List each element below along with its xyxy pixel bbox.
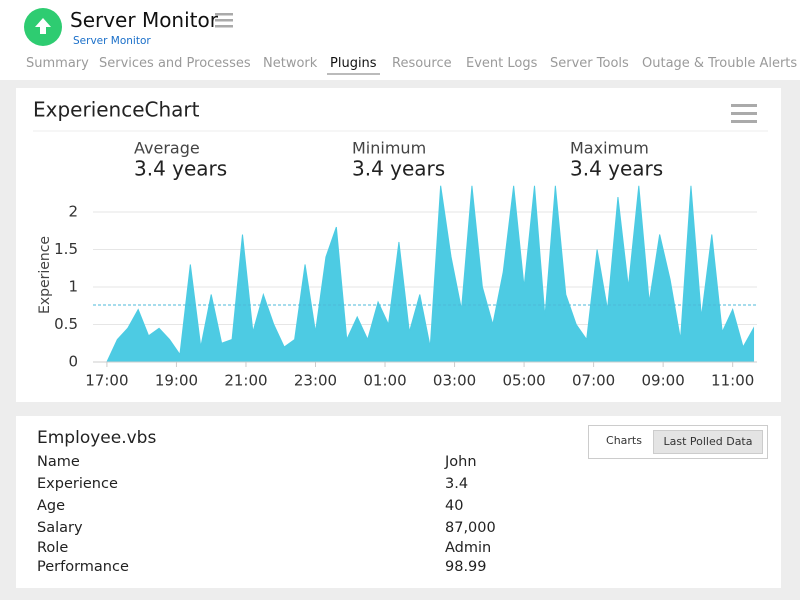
cell-label: Age [37,498,66,514]
cell-value: John [445,454,477,470]
x-tick-label: 17:00 [85,372,128,390]
nav-tab[interactable]: Event Logs [466,56,538,71]
header: Server Monitor Server Monitor Summary Ser… [0,0,800,80]
breadcrumb[interactable]: Server Monitor [73,35,151,47]
view-switch: Charts Last Polled Data [588,425,768,459]
area [106,185,755,363]
y-tick-label: 1 [68,278,78,296]
nav-tab[interactable]: Summary [26,56,89,71]
cell-value: 40 [445,498,464,514]
view-button[interactable]: Charts [606,434,642,447]
y-tick-label: 1.5 [54,240,78,258]
y-tick-label: 0.5 [54,315,78,333]
stat-label: Maximum [570,139,649,158]
chart-menu[interactable] [731,104,757,123]
cell-value: Admin [445,540,492,556]
table-title: Employee.vbs [37,428,157,448]
view-button[interactable]: Last Polled Data [653,430,763,454]
y-tick-label: 0 [68,353,78,371]
x-tick-label: 23:00 [294,372,337,390]
nav-tab[interactable]: Services and Processes [99,56,251,71]
table-panel: Employee.vbs Charts Last Polled Data [16,416,781,588]
x-tick-label: 07:00 [572,372,615,390]
stat-value: 3.4 years [134,157,227,181]
app-title: Server Monitor [70,8,218,32]
x-tick-label: 03:00 [433,372,476,390]
stat-label: Average [134,139,200,158]
nav-tab[interactable]: Network [263,56,318,71]
status-arrow [35,18,51,34]
cell-label: Name [37,454,80,470]
x-tick-label: 21:00 [224,372,267,390]
cell-label: Role [37,540,69,556]
x-tick-label: 05:00 [502,372,545,390]
x-tick-label: 01:00 [363,372,406,390]
x-tick-label: 11:00 [711,372,754,390]
cell-label: Experience [37,476,118,492]
nav-tab[interactable]: Resource [392,56,452,71]
cell-value: 87,000 [445,520,496,536]
x-tick-label: 09:00 [642,372,685,390]
nav-tab[interactable]: Plugins [327,56,380,75]
nav-tab[interactable]: Server Tools [550,56,629,71]
cell-label: Performance [37,559,129,575]
menu-icon[interactable] [215,13,233,28]
x-tick-label: 19:00 [155,372,198,390]
y-tick-label: 2 [68,203,78,221]
y-axis-label: Experience [37,236,53,314]
stat-value: 3.4 years [570,157,663,181]
cell-label: Salary [37,520,83,536]
stat-label: Minimum [352,139,426,158]
cell-value: 3.4 [445,476,469,492]
nav-tab[interactable]: Outage & Trouble Alerts [642,56,798,71]
header-icons [24,8,233,46]
cell-value: 98.99 [445,559,487,575]
stat-value: 3.4 years [352,157,445,181]
chart-title: ExperienceChart [33,98,200,122]
